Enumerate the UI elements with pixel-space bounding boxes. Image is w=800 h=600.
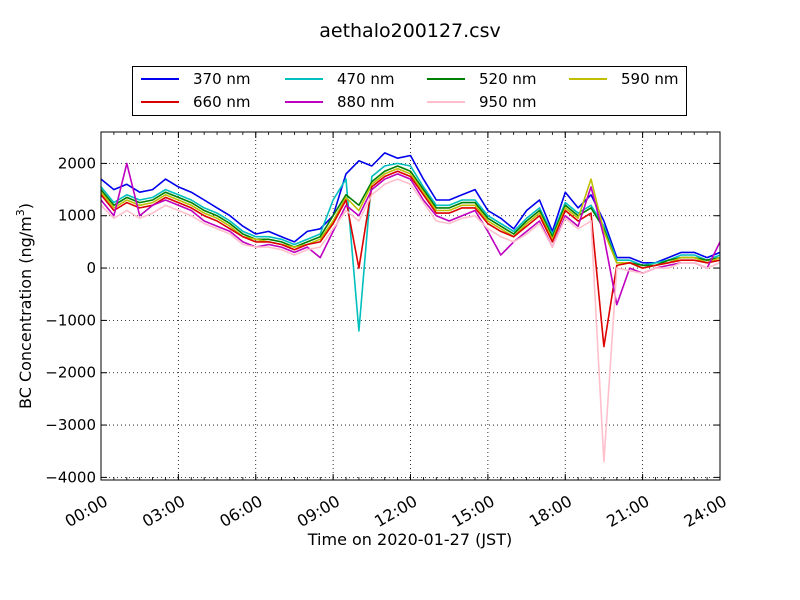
x-tick-label: 06:00 (216, 491, 265, 531)
x-tick-label: 09:00 (294, 491, 343, 531)
y-axis-label-end: ) (16, 203, 35, 209)
legend-label: 590 nm (621, 70, 679, 88)
legend-label: 370 nm (193, 70, 251, 88)
y-tick-label: −4000 (45, 468, 96, 486)
legend-swatch (285, 101, 323, 103)
y-axis-label-main: BC Concentration (ng/m (16, 216, 35, 409)
legend: 370 nm 470 nm 520 nm 590 nm 660 nm 880 nm 950 … (132, 66, 687, 116)
legend-swatch (427, 78, 465, 80)
legend-label: 950 nm (479, 93, 537, 111)
legend-swatch (141, 101, 179, 103)
legend-entry: 470 nm (285, 68, 395, 90)
x-tick-label: 24:00 (681, 491, 730, 531)
series-line-0 (100, 152, 721, 264)
y-tick-label: 0 (86, 259, 96, 277)
x-tick-label: 12:00 (371, 491, 420, 531)
series-line-4 (100, 170, 721, 348)
y-tick-label: −1000 (45, 311, 96, 329)
series-line-6 (100, 178, 721, 463)
x-tick-label: 21:00 (603, 491, 652, 531)
legend-entry: 660 nm (141, 91, 251, 113)
y-tick-label: 2000 (58, 154, 96, 172)
legend-entry: 370 nm (141, 68, 251, 90)
legend-entry: 520 nm (427, 68, 537, 90)
legend-entry: 950 nm (427, 91, 537, 113)
legend-entry: 590 nm (569, 68, 679, 90)
legend-label: 660 nm (193, 93, 251, 111)
series-line-3 (100, 167, 721, 269)
legend-label: 470 nm (337, 70, 395, 88)
plot-area (101, 132, 720, 480)
legend-label: 520 nm (479, 70, 537, 88)
legend-label: 880 nm (337, 93, 395, 111)
series-line-5 (100, 162, 721, 306)
y-tick-label: −2000 (45, 364, 96, 382)
y-tick-label: 1000 (58, 207, 96, 225)
series-line-1 (100, 162, 721, 332)
y-axis-label-superscript: 3 (14, 209, 27, 216)
legend-swatch (569, 78, 607, 80)
legend-entry: 880 nm (285, 91, 395, 113)
series-layer (100, 152, 721, 463)
y-tick-label: −3000 (45, 416, 96, 434)
x-tick-label: 15:00 (448, 491, 497, 531)
x-axis-label: Time on 2020-01-27 (JST) (307, 530, 512, 549)
legend-swatch (285, 78, 323, 80)
legend-swatch (141, 78, 179, 80)
x-tick-label: 03:00 (139, 491, 188, 531)
legend-swatch (427, 101, 465, 103)
chart-title: aethalo200127.csv (319, 20, 501, 42)
x-tick-label: 00:00 (62, 491, 111, 531)
y-axis-label: BC Concentration (ng/m3) (14, 203, 35, 409)
x-tick-label: 18:00 (526, 491, 575, 531)
